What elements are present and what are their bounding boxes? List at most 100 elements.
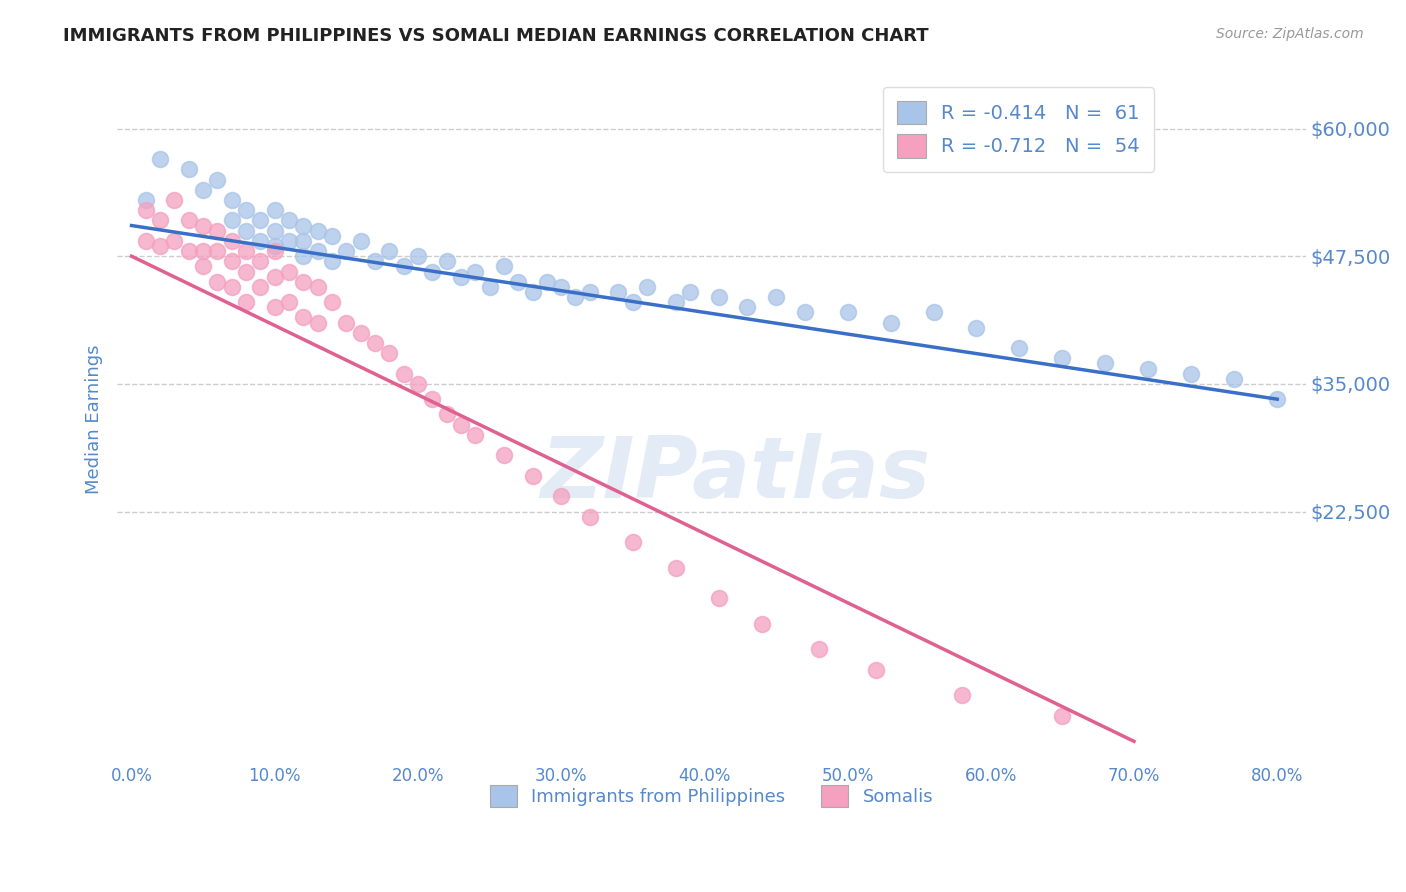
Point [235,203,257,218]
Point [420,264,443,278]
Point [578,285,600,299]
Point [263,300,285,314]
Point [263,239,285,253]
Point [249,234,271,248]
Point [364,254,387,268]
Point [621,535,644,549]
Point [263,203,285,218]
Point [135,193,157,207]
Point [837,305,859,319]
Point [522,468,544,483]
Point [707,290,730,304]
Point [149,213,172,227]
Point [135,203,157,218]
Point [207,224,229,238]
Text: ZIPatlas: ZIPatlas [540,433,931,516]
Point [1265,392,1288,407]
Point [550,280,572,294]
Point [1094,356,1116,370]
Point [221,254,243,268]
Point [1052,351,1074,366]
Point [378,346,401,360]
Point [235,264,257,278]
Point [578,509,600,524]
Y-axis label: Median Earnings: Median Earnings [86,345,103,494]
Point [307,244,329,258]
Point [1180,367,1202,381]
Point [737,300,759,314]
Point [793,305,815,319]
Point [249,254,271,268]
Point [177,244,200,258]
Point [707,591,730,606]
Point [564,290,586,304]
Point [278,295,301,310]
Point [207,172,229,186]
Point [378,244,401,258]
Point [1223,372,1246,386]
Point [307,224,329,238]
Text: Source: ZipAtlas.com: Source: ZipAtlas.com [1216,27,1364,41]
Point [163,193,186,207]
Point [292,275,315,289]
Point [221,193,243,207]
Point [621,295,644,310]
Point [335,316,357,330]
Point [263,269,285,284]
Point [350,326,373,340]
Legend: Immigrants from Philippines, Somalis: Immigrants from Philippines, Somalis [482,778,941,814]
Point [321,254,343,268]
Point [235,224,257,238]
Point [751,616,773,631]
Point [278,234,301,248]
Point [492,260,515,274]
Point [406,249,429,263]
Point [191,260,214,274]
Point [207,244,229,258]
Point [278,213,301,227]
Text: IMMIGRANTS FROM PHILIPPINES VS SOMALI MEDIAN EARNINGS CORRELATION CHART: IMMIGRANTS FROM PHILIPPINES VS SOMALI ME… [63,27,929,45]
Point [135,234,157,248]
Point [765,290,787,304]
Point [321,228,343,243]
Point [807,642,830,657]
Point [420,392,443,407]
Point [149,239,172,253]
Point [636,280,658,294]
Point [321,295,343,310]
Point [450,417,472,432]
Point [163,234,186,248]
Point [191,244,214,258]
Point [307,280,329,294]
Point [950,689,973,703]
Point [221,213,243,227]
Point [278,264,301,278]
Point [191,219,214,233]
Point [1052,708,1074,723]
Point [679,285,702,299]
Point [292,234,315,248]
Point [536,275,558,289]
Point [450,269,472,284]
Point [263,224,285,238]
Point [392,260,415,274]
Point [865,663,887,677]
Point [522,285,544,299]
Point [221,280,243,294]
Point [879,316,901,330]
Point [492,448,515,462]
Point [436,408,458,422]
Point [464,428,486,442]
Point [149,152,172,166]
Point [665,560,688,574]
Point [665,295,688,310]
Point [235,295,257,310]
Point [478,280,501,294]
Point [292,219,315,233]
Point [177,213,200,227]
Point [966,320,988,334]
Point [607,285,630,299]
Point [307,316,329,330]
Point [335,244,357,258]
Point [249,213,271,227]
